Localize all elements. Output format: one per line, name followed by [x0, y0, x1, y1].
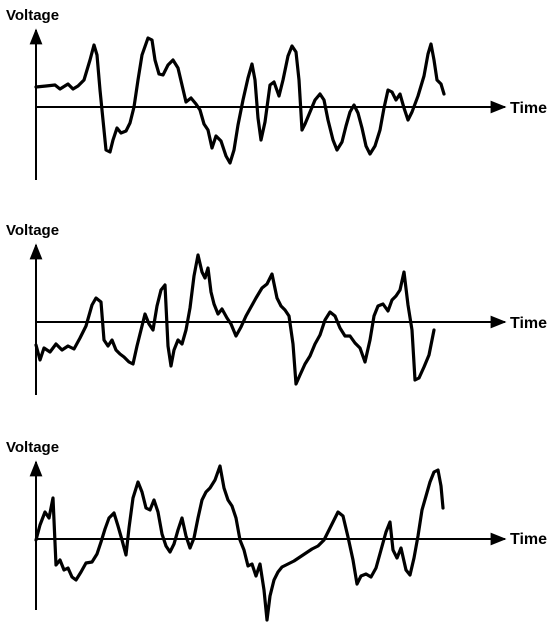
x-axis-label: Time [510, 315, 547, 332]
x-axis-label: Time [510, 531, 547, 548]
voltage-panel-2: Voltage Time [6, 222, 547, 395]
x-axis-label: Time [510, 100, 547, 117]
voltage-waveform-2 [34, 253, 436, 386]
y-axis-label: Voltage [6, 222, 59, 239]
voltage-panel-1: Voltage Time [6, 7, 547, 180]
y-axis-label: Voltage [6, 439, 59, 456]
voltage-panel-3: Voltage Time [6, 439, 547, 622]
voltage-waveform-1 [34, 36, 446, 165]
voltage-waveform-3 [34, 464, 445, 622]
y-axis-label: Voltage [6, 7, 59, 24]
